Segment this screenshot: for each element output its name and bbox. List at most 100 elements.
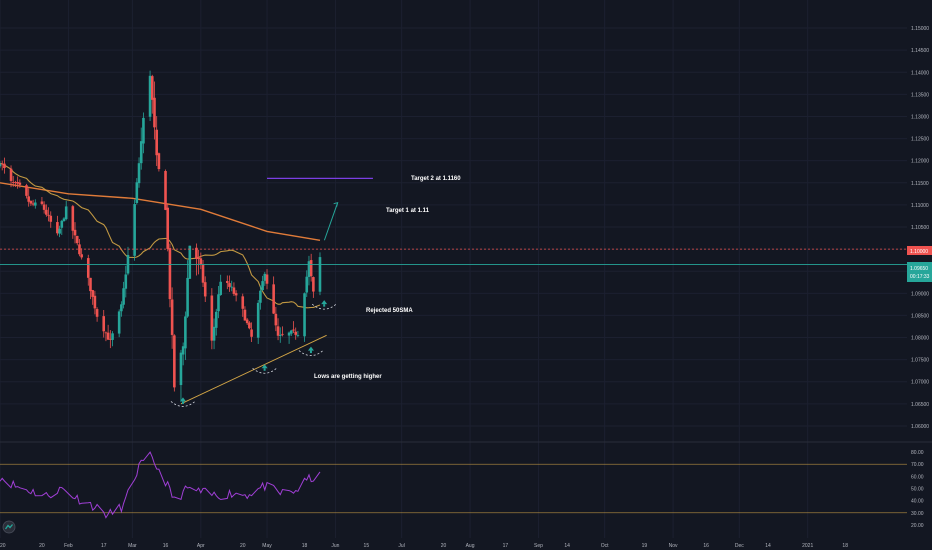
x-tick-label: Jul (398, 543, 404, 549)
candle (104, 331, 108, 342)
candle (102, 309, 106, 338)
candle (40, 196, 44, 206)
candle (142, 112, 145, 154)
candle (281, 326, 284, 337)
rsi-tick-label: 40.00 (911, 499, 924, 505)
rsi-tick-label: 60.00 (911, 474, 924, 480)
swing-low-marker (311, 300, 337, 310)
x-tick-label: Sep (534, 543, 543, 549)
x-tick-label: 14 (564, 543, 570, 549)
candle (78, 238, 81, 257)
rsi-tick-label: 30.00 (911, 511, 924, 517)
candle (89, 277, 92, 300)
candle (278, 327, 282, 343)
candle (0, 160, 4, 171)
candle (120, 301, 123, 317)
candle (157, 152, 161, 172)
candle (179, 349, 183, 402)
candle (272, 276, 275, 315)
rsi-tick-label: 80.00 (911, 450, 924, 456)
candle (111, 331, 114, 347)
candle (303, 292, 306, 342)
y-tick-label: 1.11500 (911, 181, 929, 187)
candle (133, 199, 136, 261)
candle (318, 252, 322, 296)
candle (184, 311, 187, 360)
candle (203, 276, 207, 302)
candle (86, 254, 90, 286)
y-tick-label: 1.14000 (911, 70, 929, 76)
annotation-target2: Target 2 at 1.1160 (411, 176, 461, 182)
candle (263, 271, 267, 286)
y-tick-label: 1.08500 (911, 313, 929, 319)
y-tick-label: 1.07000 (911, 380, 929, 386)
candle (49, 211, 53, 228)
x-tick-label: 20 (240, 543, 246, 549)
candle (45, 204, 48, 217)
price-pane[interactable] (0, 70, 907, 407)
x-tick-label: Feb (64, 543, 73, 549)
candle (150, 74, 154, 114)
y-tick-label: 1.07500 (911, 358, 929, 364)
rsi-tick-label: 70.00 (911, 462, 924, 468)
candle (117, 309, 121, 338)
candle (214, 308, 218, 336)
rsi-pane[interactable] (0, 451, 907, 519)
candle (91, 289, 94, 305)
x-tick-label: 18 (842, 543, 848, 549)
candle (234, 290, 238, 302)
candle (276, 318, 280, 341)
candle (168, 243, 172, 308)
svg-text:1.09650: 1.09650 (910, 266, 928, 272)
candle (11, 176, 15, 187)
candle (228, 275, 231, 292)
candle (256, 300, 260, 344)
x-tick-label: Oct (601, 543, 609, 549)
last-price-label: 1.09650 00:17:33 (907, 262, 932, 282)
candle (148, 70, 152, 122)
svg-text:1.10000: 1.10000 (910, 249, 928, 255)
candle (164, 169, 167, 211)
candle (3, 157, 6, 174)
y-tick-label: 1.12000 (911, 159, 929, 165)
candle (292, 321, 295, 333)
candle (265, 269, 269, 290)
candle (245, 318, 249, 325)
candle (122, 281, 125, 309)
axes: 1.15000 1.14500 1.14000 1.13500 1.13000 1.125… (0, 26, 932, 549)
candle (166, 204, 170, 252)
candle (73, 222, 77, 244)
x-tick-label: 19 (642, 543, 648, 549)
x-tick-label: Aug (466, 543, 475, 549)
candle (58, 225, 61, 238)
y-tick-label: 1.08000 (911, 336, 929, 342)
x-tick-label: 17 (101, 543, 107, 549)
candle (248, 321, 251, 330)
candle (199, 252, 203, 270)
candle (60, 219, 64, 235)
candle (259, 285, 262, 310)
candle (309, 253, 313, 282)
candle (186, 260, 189, 318)
candle (294, 327, 298, 340)
candle (109, 330, 112, 349)
candle (18, 179, 22, 188)
x-tick-label: 20 (39, 543, 45, 549)
candle (243, 306, 247, 321)
candle (170, 287, 174, 349)
candle (56, 215, 59, 236)
x-tick-label: Apr (197, 543, 205, 549)
candle (217, 285, 220, 319)
candle (80, 248, 83, 260)
swing-low-marker (298, 346, 324, 356)
candle (261, 275, 264, 291)
candle (250, 322, 253, 342)
candle (287, 331, 291, 344)
y-tick-label: 1.13000 (911, 114, 929, 120)
candle (25, 183, 28, 199)
candle (64, 200, 68, 221)
y-tick-label: 1.13500 (911, 92, 929, 98)
x-tick-label: Dec (735, 543, 744, 549)
y-tick-label: 1.10500 (911, 225, 929, 231)
